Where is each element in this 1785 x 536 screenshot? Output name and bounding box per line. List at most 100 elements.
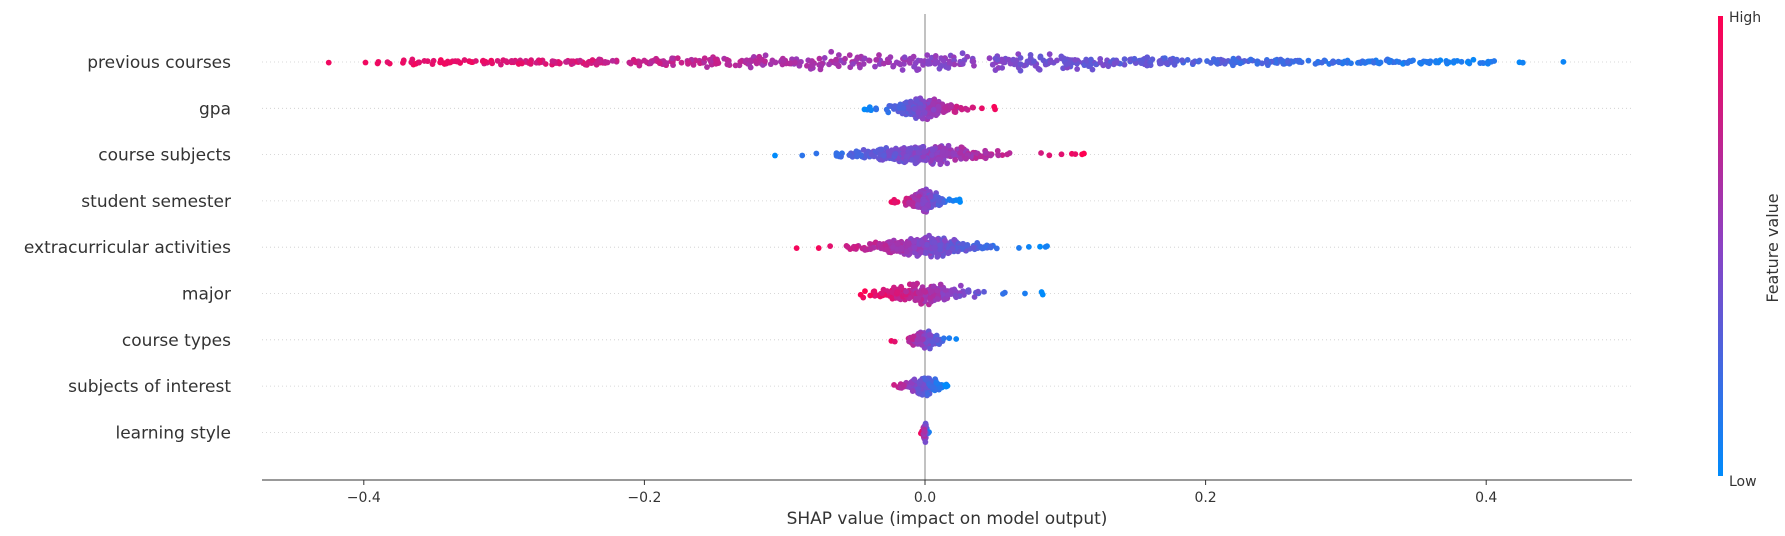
shap-dot <box>792 59 798 66</box>
shap-dot <box>1074 66 1081 72</box>
shap-dot <box>922 439 929 445</box>
shap-dot <box>724 61 731 67</box>
shap-dot <box>515 61 522 67</box>
shap-dot <box>880 152 887 159</box>
shap-dot <box>952 157 959 163</box>
feature-label: student semester <box>81 192 231 212</box>
shap-dot <box>421 58 428 64</box>
shap-dot <box>853 243 860 250</box>
shap-dot <box>827 243 834 250</box>
shap-dot <box>1470 56 1477 63</box>
shap-dot <box>892 151 899 157</box>
shap-dot <box>909 55 915 62</box>
shap-dot <box>1375 60 1382 66</box>
shap-dot <box>931 96 938 103</box>
shap-dot <box>964 241 971 248</box>
shap-dot <box>970 244 977 251</box>
shap-dot <box>905 103 912 110</box>
shap-dot <box>945 65 952 71</box>
shap-dot <box>929 338 936 345</box>
shap-dot <box>915 386 922 392</box>
shap-dot <box>627 60 634 67</box>
shap-dot <box>921 149 927 156</box>
shap-dot <box>937 242 944 248</box>
shap-dot <box>931 239 938 246</box>
shap-dot <box>907 99 914 106</box>
shap-dot <box>1027 52 1034 58</box>
shap-dot <box>835 151 841 158</box>
shap-dot <box>701 55 708 62</box>
shap-dot <box>944 292 951 298</box>
shap-dot <box>876 52 882 58</box>
shap-dot <box>919 144 926 150</box>
shap-dot <box>953 197 960 204</box>
shap-dot <box>647 60 654 67</box>
shap-dot <box>835 52 842 58</box>
shap-dot <box>927 295 934 301</box>
shap-dot <box>891 338 898 345</box>
shap-dot <box>898 245 905 251</box>
shap-dot <box>900 382 907 389</box>
shap-dot <box>906 240 912 247</box>
shap-dot <box>752 58 759 64</box>
shap-dot <box>940 335 947 342</box>
shap-dot <box>1163 60 1170 67</box>
shap-dot <box>1037 243 1043 250</box>
shap-dot <box>857 64 863 71</box>
shap-dot <box>850 61 856 67</box>
shap-dot <box>936 198 943 204</box>
shap-dot <box>1058 151 1065 158</box>
shap-dot <box>979 245 986 252</box>
shap-dot <box>1088 56 1094 63</box>
shap-dot <box>965 288 972 295</box>
shap-dot <box>936 65 943 72</box>
shap-dot <box>924 241 930 248</box>
shap-dot <box>780 57 787 64</box>
shap-dot <box>981 288 987 295</box>
shap-dot <box>1121 56 1128 63</box>
shap-dot <box>821 55 828 61</box>
shap-dot <box>914 202 921 208</box>
shap-dot <box>900 146 907 152</box>
shap-dot <box>873 106 880 113</box>
shap-dot <box>933 379 940 386</box>
shap-dot <box>325 59 332 66</box>
shap-dot <box>937 144 944 150</box>
shap-dot <box>975 288 981 295</box>
shap-dot <box>1121 61 1128 68</box>
shap-dot <box>1054 57 1060 64</box>
shap-dot <box>942 104 949 111</box>
shap-dot <box>861 106 868 113</box>
colorbar-title: Feature value <box>1763 193 1782 302</box>
shap-dot <box>690 62 697 68</box>
shap-dot <box>960 240 966 247</box>
shap-dot <box>384 59 391 66</box>
shap-dot <box>883 106 890 113</box>
shap-dot <box>911 105 918 112</box>
shap-dot <box>979 105 985 112</box>
shap-dot <box>828 48 835 55</box>
shap-dot <box>926 331 933 338</box>
shap-dot <box>1195 58 1202 65</box>
feature-label: extracurricular activities <box>24 238 231 258</box>
shap-dot <box>951 61 958 68</box>
shap-dot <box>887 54 894 61</box>
shap-dot <box>844 244 851 250</box>
shap-dot <box>472 58 479 64</box>
shap-dot <box>920 153 927 160</box>
shap-dot <box>891 381 897 388</box>
shap-dot <box>957 282 964 289</box>
shap-dot <box>901 54 908 61</box>
shap-dot <box>923 250 929 256</box>
shap-dot <box>704 64 710 71</box>
shap-dot <box>928 288 935 295</box>
shap-dot <box>1038 289 1045 295</box>
shap-dot <box>799 152 806 159</box>
shap-dot <box>986 55 993 62</box>
shap-dot <box>1017 55 1024 61</box>
shap-dot <box>1418 60 1425 67</box>
shap-dot <box>933 249 940 256</box>
shap-dot <box>1519 59 1526 66</box>
shap-dot <box>934 253 941 260</box>
shap-dot <box>1144 54 1151 61</box>
